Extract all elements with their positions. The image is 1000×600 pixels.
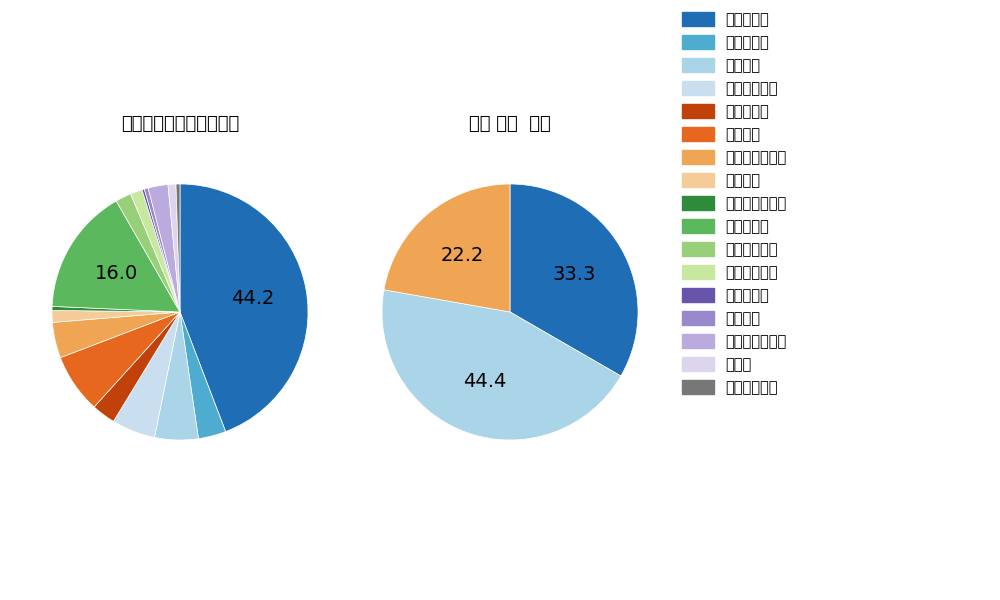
Text: 16.0: 16.0: [95, 264, 138, 283]
Wedge shape: [176, 184, 180, 312]
Wedge shape: [94, 312, 180, 421]
Wedge shape: [60, 312, 180, 407]
Title: 石川 雅規  選手: 石川 雅規 選手: [469, 115, 551, 133]
Text: 22.2: 22.2: [441, 245, 484, 265]
Wedge shape: [154, 312, 198, 440]
Wedge shape: [131, 190, 180, 312]
Legend: ストレート, ツーシーム, シュート, カットボール, スプリット, フォーク, チェンジアップ, シンカー, 高速スライダー, スライダー, 縦スライダー, : ストレート, ツーシーム, シュート, カットボール, スプリット, フォーク,…: [677, 7, 791, 400]
Wedge shape: [142, 189, 180, 312]
Wedge shape: [144, 188, 180, 312]
Wedge shape: [180, 184, 308, 431]
Text: 44.2: 44.2: [231, 289, 275, 308]
Wedge shape: [52, 307, 180, 312]
Title: セ・リーグ全プレイヤー: セ・リーグ全プレイヤー: [121, 115, 239, 133]
Wedge shape: [168, 184, 180, 312]
Wedge shape: [382, 290, 621, 440]
Wedge shape: [384, 184, 510, 312]
Text: 44.4: 44.4: [463, 372, 506, 391]
Wedge shape: [180, 312, 226, 439]
Wedge shape: [52, 312, 180, 358]
Wedge shape: [510, 184, 638, 376]
Wedge shape: [148, 185, 180, 312]
Wedge shape: [113, 312, 180, 437]
Wedge shape: [52, 201, 180, 312]
Text: 33.3: 33.3: [553, 265, 596, 284]
Wedge shape: [52, 310, 180, 322]
Wedge shape: [116, 194, 180, 312]
